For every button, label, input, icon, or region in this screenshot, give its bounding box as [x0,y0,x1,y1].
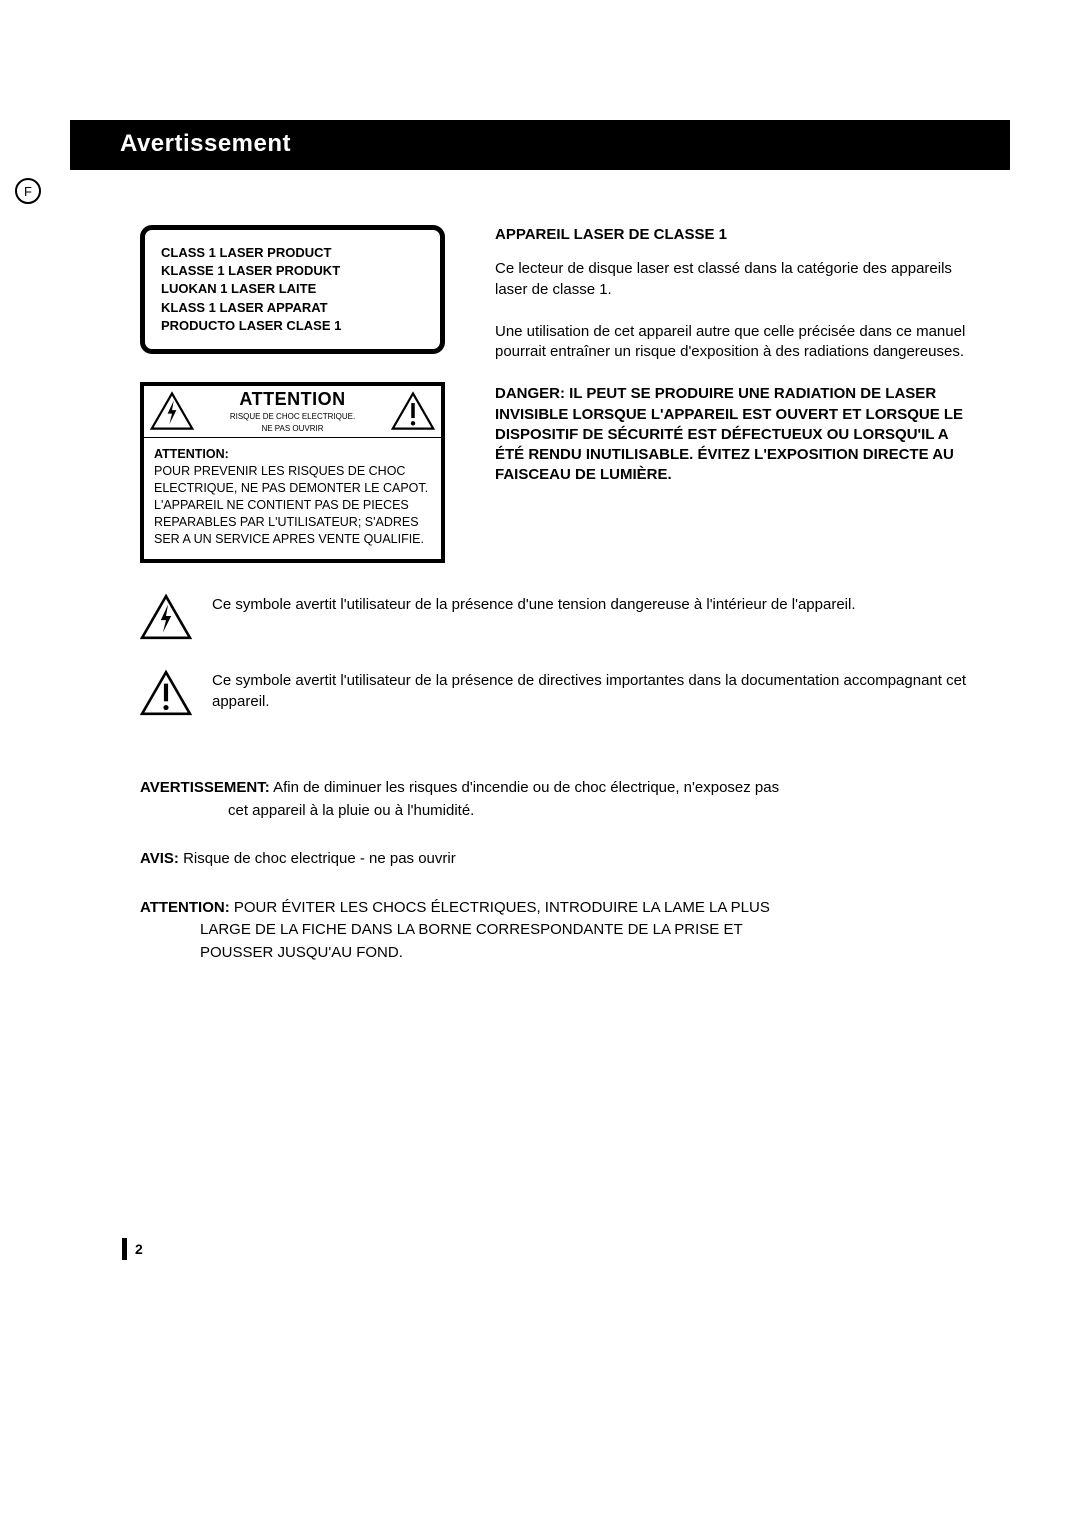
symbol-row-excl: Ce symbole avertit l'utilisateur de la p… [140,669,970,717]
symbol-row-bolt: Ce symbole avertit l'utilisateur de la p… [140,593,970,641]
warn-text: POUR ÉVITER LES CHOCS ÉLECTRIQUES, INTRO… [230,899,770,916]
warning-avertissement: AVERTISSEMENT: Afin de diminuer les risq… [140,777,970,822]
right-p2: Une utilisation de cet appareil autre qu… [495,322,970,363]
lightning-triangle-icon [140,593,192,641]
warning-attention: ATTENTION: POUR ÉVITER LES CHOCS ÉLECTRI… [140,897,970,965]
attention-box: ATTENTION RISQUE DE CHOC ELECTRIQUE. NE … [140,382,445,563]
attention-body-text: POUR PREVENIR LES RISQUES DE CHOC ELECTR… [154,464,428,546]
laser-line: KLASSE 1 LASER PRODUKT [161,262,426,280]
exclamation-triangle-icon [140,669,192,717]
page-number: 2 [122,1238,143,1260]
lightning-triangle-icon [150,391,194,431]
warn-text: Risque de choc electrique - ne pas ouvri… [179,850,456,867]
attention-title-block: ATTENTION RISQUE DE CHOC ELECTRIQUE. NE … [194,389,391,433]
warnings-section: AVERTISSEMENT: Afin de diminuer les risq… [140,777,970,964]
left-column: CLASS 1 LASER PRODUCT KLASSE 1 LASER PRO… [140,225,445,563]
attention-body-header: ATTENTION: [154,447,229,461]
attention-body: ATTENTION: POUR PREVENIR LES RISQUES DE … [144,437,441,559]
laser-line: PRODUCTO LASER CLASE 1 [161,317,426,335]
header-title: Avertissement [120,130,291,157]
two-column-row: CLASS 1 LASER PRODUCT KLASSE 1 LASER PRO… [140,225,970,563]
right-column: APPAREIL LASER DE CLASSE 1 Ce lecteur de… [495,225,970,563]
warn-label: AVIS: [140,850,179,867]
attention-sub1: RISQUE DE CHOC ELECTRIQUE. [198,412,387,422]
page-number-value: 2 [135,1241,143,1257]
exclamation-triangle-icon [391,391,435,431]
page-number-bar [122,1238,127,1260]
attention-sub2: NE PAS OUVRIR [198,424,387,434]
section-header: Avertissement [70,120,1010,170]
content-area: CLASS 1 LASER PRODUCT KLASSE 1 LASER PRO… [70,170,1010,964]
right-heading: APPAREIL LASER DE CLASSE 1 [495,225,970,245]
warn-cont: LARGE DE LA FICHE DANS LA BORNE CORRESPO… [140,919,970,942]
right-p1: Ce lecteur de disque laser est classé da… [495,259,970,300]
laser-class-box: CLASS 1 LASER PRODUCT KLASSE 1 LASER PRO… [140,225,445,354]
laser-line: KLASS 1 LASER APPARAT [161,299,426,317]
language-badge: F [15,178,41,204]
warning-avis: AVIS: Risque de choc electrique - ne pas… [140,848,970,871]
warn-cont: POUSSER JUSQU'AU FOND. [140,942,970,965]
page-container: Avertissement F CLASS 1 LASER PRODUCT KL… [70,120,1010,990]
warn-cont: cet appareil à la pluie ou à l'humidité. [140,800,970,823]
warn-label: ATTENTION: [140,899,230,916]
warn-label: AVERTISSEMENT: [140,779,270,796]
symbol-excl-text: Ce symbole avertit l'utilisateur de la p… [212,669,970,712]
language-letter: F [24,184,32,199]
right-p3-danger: DANGER: IL PEUT SE PRODUIRE UNE RADIATIO… [495,384,970,485]
laser-line: CLASS 1 LASER PRODUCT [161,244,426,262]
warn-text: Afin de diminuer les risques d'incendie … [270,779,779,796]
symbol-bolt-text: Ce symbole avertit l'utilisateur de la p… [212,593,856,615]
laser-line: LUOKAN 1 LASER LAITE [161,280,426,298]
attention-title: ATTENTION [198,389,387,410]
attention-top-row: ATTENTION RISQUE DE CHOC ELECTRIQUE. NE … [144,386,441,433]
